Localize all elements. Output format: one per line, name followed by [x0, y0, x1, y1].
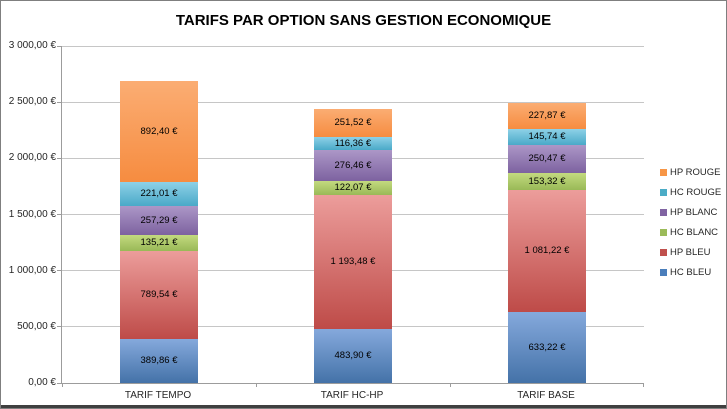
- legend-label: HP BLANC: [670, 206, 718, 218]
- bar-segment-hc-blanc: 122,07 €: [314, 180, 392, 195]
- bar-segment-hp-rouge: 251,52 €: [314, 108, 392, 137]
- legend-marker-icon: [660, 208, 667, 216]
- legend-entry-hp-bleu: HP BLEU: [660, 242, 721, 262]
- segment-value-label: 892,40 €: [140, 125, 178, 137]
- bar-segment-hp-bleu: 1 081,22 €: [508, 190, 586, 312]
- bar-segment-hc-rouge: 145,74 €: [508, 128, 586, 146]
- stacked-bar-tarif-base: 633,22 € 1 081,22 € 153,32 € 250,47 € 145,74…: [508, 103, 586, 383]
- legend-marker-icon: [660, 248, 667, 256]
- legend-entry-hc-bleu: HC BLEU: [660, 262, 721, 282]
- legend-label: HC BLANC: [670, 226, 719, 238]
- legend-marker-icon: [660, 188, 667, 196]
- legend-entry-hp-rouge: HP ROUGE: [660, 162, 721, 182]
- segment-value-label: 483,90 €: [334, 350, 372, 362]
- segment-value-label: 116,36 €: [334, 137, 372, 149]
- y-axis-tick: [57, 214, 61, 215]
- legend-label: HP ROUGE: [670, 166, 721, 178]
- bar-segment-hp-blanc: 276,46 €: [314, 149, 392, 181]
- legend-entry-hc-blanc: HC BLANC: [660, 222, 721, 242]
- bar-segment-hp-rouge: 227,87 €: [508, 103, 586, 129]
- plot-area: 389,86 € 789,54 € 135,21 € 257,29 € 221,01 €…: [57, 45, 644, 387]
- segment-value-label: 153,32 €: [528, 176, 566, 188]
- legend-entry-hp-blanc: HP BLANC: [660, 202, 721, 222]
- bar-segment-hc-blanc: 153,32 €: [508, 173, 586, 191]
- segment-value-label: 122,07 €: [334, 181, 372, 193]
- segment-value-label: 389,86 €: [140, 355, 178, 367]
- legend: HP ROUGE HC ROUGE HP BLANC HC BLANC HP BLEU H…: [660, 162, 721, 282]
- bar-segment-hp-bleu: 1 193,48 €: [314, 194, 392, 329]
- y-axis-label: 2 500,00 €: [8, 96, 56, 108]
- legend-entry-hc-rouge: HC ROUGE: [660, 182, 721, 202]
- window-bottom-edge: [1, 405, 726, 408]
- y-axis-label: 2 000,00 €: [8, 152, 56, 164]
- segment-value-label: 221,01 €: [140, 188, 178, 200]
- segment-value-label: 789,54 €: [140, 289, 178, 301]
- chart-title: TARIFS PAR OPTION SANS GESTION ECONOMIQU…: [175, 12, 552, 29]
- x-axis-tick: [450, 383, 451, 387]
- bar-segment-hc-rouge: 221,01 €: [120, 181, 198, 207]
- segment-value-label: 276,46 €: [334, 159, 372, 171]
- y-axis-label: 1 500,00 €: [8, 208, 56, 220]
- segment-value-label: 257,29 €: [140, 215, 178, 227]
- x-axis-label-tarif-tempo: TARIF TEMPO: [124, 390, 192, 401]
- bar-segment-hc-bleu: 633,22 €: [508, 311, 586, 383]
- bar-segment-hc-blanc: 135,21 €: [120, 235, 198, 251]
- y-axis-label: 500,00 €: [17, 320, 56, 332]
- y-axis-tick: [57, 101, 61, 103]
- bar-segment-hp-bleu: 789,54 €: [120, 250, 198, 340]
- segment-value-label: 145,74 €: [528, 131, 566, 143]
- bar-segment-hc-bleu: 389,86 €: [120, 339, 198, 383]
- legend-marker-icon: [660, 168, 667, 176]
- x-axis-label-tarif-base: TARIF BASE: [517, 390, 575, 401]
- bar-segment-hc-rouge: 116,36 €: [314, 136, 392, 150]
- y-axis-label: 0,00 €: [28, 377, 56, 388]
- legend-label: HP BLEU: [670, 246, 711, 258]
- legend-label: HC ROUGE: [670, 186, 722, 198]
- y-axis-label: 3 000,00 €: [8, 40, 56, 51]
- y-axis-tick: [57, 270, 61, 272]
- stacked-bar-tarif-tempo: 389,86 € 789,54 € 135,21 € 257,29 € 221,01 €…: [120, 81, 198, 383]
- x-axis-tick: [62, 383, 63, 387]
- segment-value-label: 633,22 €: [528, 341, 566, 353]
- segment-value-label: 135,21 €: [140, 237, 178, 249]
- x-axis-tick: [256, 383, 257, 387]
- bar-segment-hp-blanc: 257,29 €: [120, 206, 198, 236]
- bar-segment-hp-blanc: 250,47 €: [508, 145, 586, 174]
- legend-label: HC BLEU: [670, 266, 712, 278]
- y-axis-label: 1 000,00 €: [8, 264, 56, 276]
- legend-marker-icon: [660, 268, 667, 276]
- bar-segment-hc-bleu: 483,90 €: [314, 328, 392, 383]
- y-axis-tick: [57, 326, 61, 328]
- segment-value-label: 1 081,22 €: [524, 245, 570, 257]
- x-axis-tick: [643, 383, 644, 387]
- x-axis-label-tarif-hc-hp: TARIF HC-HP: [320, 390, 384, 401]
- y-axis-tick: [57, 45, 61, 47]
- legend-marker-icon: [660, 228, 667, 236]
- y-axis-tick: [57, 382, 61, 384]
- stacked-bar-tarif-hc-hp: 483,90 € 1 193,48 € 122,07 € 276,46 € 116,36…: [314, 108, 392, 383]
- segment-value-label: 1 193,48 €: [330, 255, 376, 267]
- segment-value-label: 251,52 €: [334, 116, 372, 128]
- gridline: [62, 101, 644, 103]
- gridline: [62, 45, 644, 47]
- segment-value-label: 227,87 €: [528, 110, 566, 122]
- segment-value-label: 250,47 €: [528, 153, 566, 165]
- y-axis-tick: [57, 157, 61, 159]
- bar-segment-hp-rouge: 892,40 €: [120, 81, 198, 182]
